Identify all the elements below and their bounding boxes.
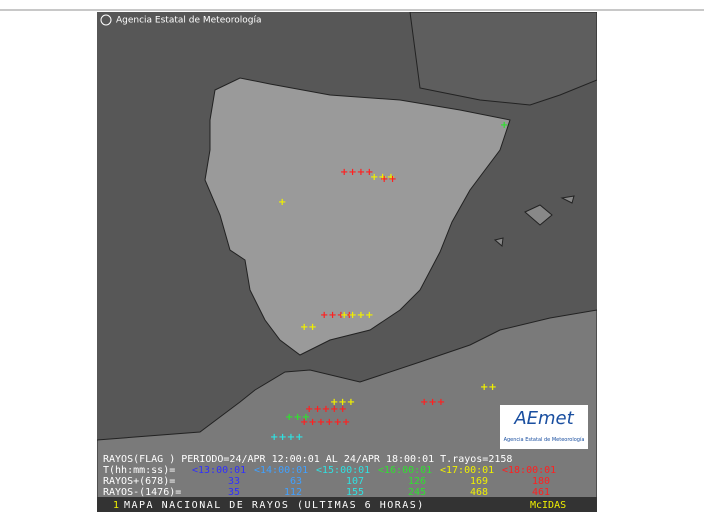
positive-count: 180 [532,476,550,487]
positive-count: 169 [470,476,488,487]
svg-text:++: ++ [300,322,317,333]
negative-count: 155 [346,487,364,498]
positive-count: 107 [346,476,364,487]
svg-text:+++: +++ [420,397,445,408]
negative-count: 468 [470,487,488,498]
copyright: Agencia Estatal de Meteorología [116,16,262,26]
copyright-icon [100,14,112,26]
svg-text:+++: +++ [330,397,355,408]
map: +++++++ +++ ++++++++ +++ +++++++++++ +++… [97,12,597,512]
ibiza [493,237,504,247]
positive-count: 126 [408,476,426,487]
north-africa [97,309,597,512]
svg-text:+: + [278,197,286,208]
positive-count: 33 [228,476,240,487]
time-bin: <15:00:01 [316,465,370,476]
menorca [560,195,575,204]
time-bin: <18:00:01 [502,465,556,476]
svg-text:++: ++ [480,382,497,393]
negative-label: RAYOS-(1476)= [103,487,181,498]
negative-count: 245 [408,487,426,498]
france [409,12,597,106]
svg-text:++++: ++++ [340,310,374,321]
footer-index: 1 [113,500,119,511]
positive-label: RAYOS+(678)= [103,476,175,487]
logo-subtitle: Agencia Estatal de Meteorología [504,436,585,443]
positive-count: 63 [290,476,302,487]
logo-name: AEmet [513,408,574,429]
footer-band [97,497,597,512]
footer-source: McIDAS [530,500,566,511]
logo-box [500,405,588,449]
lightning-strikes: +++++++ +++ ++++++++ +++ +++++++++++ +++… [270,120,568,443]
svg-text:+++: +++ [370,172,395,183]
footer-title: MAPA NACIONAL DE RAYOS (ULTIMAS 6 HORAS) [124,500,425,511]
time-bin: <14:00:01 [254,465,308,476]
top-rule [0,9,704,11]
time-bin: <16:00:01 [378,465,432,476]
svg-text:++++++: ++++++ [300,417,350,428]
negative-count: 112 [284,487,302,498]
legend-header: RAYOS(FLAG ) PERIODO=24/APR 12:00:01 AL … [103,454,512,465]
time-bin: <17:00:01 [440,465,494,476]
negative-count: 461 [532,487,550,498]
svg-text:++: ++ [380,174,397,185]
iberia [204,77,511,356]
time-label: T(hh:mm:ss)= [103,465,175,476]
svg-text:++++: ++++ [320,310,354,321]
time-bin: <13:00:01 [192,465,246,476]
svg-text:++++: ++++ [270,432,304,443]
svg-text:+: + [500,120,508,131]
mallorca [524,204,553,226]
svg-text:++++: ++++ [340,167,374,178]
svg-text:+++: +++ [285,412,310,423]
negative-count: 35 [228,487,240,498]
svg-text:+++++: +++++ [305,404,347,415]
